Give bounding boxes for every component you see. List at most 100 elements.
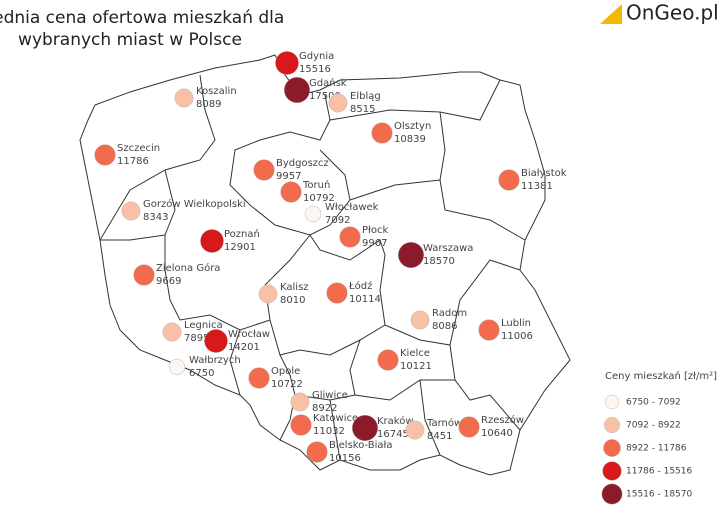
city-value: 7895 [184, 333, 209, 344]
city-name: Elbląg [350, 91, 381, 102]
city-value: 8451 [427, 431, 452, 442]
city-name: Gdańsk [309, 77, 347, 89]
city-name: Rzeszów [481, 414, 524, 426]
legend-label: 8922 - 11786 [626, 444, 687, 454]
city-value: 9967 [362, 238, 387, 249]
city-value: 10121 [400, 361, 432, 372]
city-name: Gliwice [312, 390, 348, 401]
city-name: Bielsko-Biała [329, 440, 393, 451]
city-marker [371, 122, 393, 144]
city-marker [248, 367, 270, 389]
legend-swatch [604, 394, 620, 410]
city-value: 10640 [481, 428, 513, 439]
legend-label: 15516 - 18570 [626, 490, 693, 500]
city-marker [306, 441, 328, 463]
city-name: Lublin [501, 318, 531, 329]
logo-icon [600, 4, 622, 24]
city-value: 8922 [312, 403, 337, 414]
title-line: Średnia cena ofertowa mieszkań dla [0, 6, 284, 28]
city-marker [204, 329, 228, 353]
legend-label: 11786 - 15516 [626, 467, 693, 477]
city-marker [304, 205, 322, 223]
city-name: Katowice [313, 413, 358, 424]
legend-label: 6750 - 7092 [626, 398, 681, 408]
logo: OnGeo.pl [626, 1, 719, 25]
city-value: 6750 [189, 368, 214, 379]
country-outline [79, 54, 571, 476]
city-value: 11006 [501, 331, 533, 342]
city-name: Kielce [400, 348, 430, 359]
city-name: Łódź [348, 280, 372, 292]
city-name: Gdynia [299, 51, 334, 62]
city-marker [174, 88, 194, 108]
city-value: 12901 [224, 242, 256, 253]
city-value: 9669 [156, 276, 181, 287]
city-marker [275, 51, 299, 75]
city-name: Opole [271, 366, 300, 377]
city-marker [377, 349, 399, 371]
city-value: 11032 [313, 426, 345, 437]
legend-swatch [603, 416, 621, 434]
city-value: 10114 [349, 294, 381, 305]
city-value: 18570 [423, 256, 455, 267]
city-marker [478, 319, 500, 341]
city-marker [283, 76, 311, 104]
city-marker [290, 414, 312, 436]
city-name: Wałbrzych [189, 355, 241, 366]
legend-swatch [603, 439, 621, 457]
city-marker [290, 392, 310, 412]
city-name: Toruń [302, 179, 330, 191]
city-marker [339, 226, 361, 248]
city-value: 15516 [299, 64, 331, 75]
city-name: Szczecin [117, 143, 160, 154]
legend-swatch [601, 483, 623, 505]
city-name: Gorzów Wielkopolski [143, 198, 246, 210]
title-line: wybranych miast w Polsce [18, 30, 242, 50]
city-name: Warszawa [423, 243, 473, 254]
city-value: 7092 [325, 215, 350, 226]
city-value: 11786 [117, 156, 149, 167]
city-name: Bydgoszcz [276, 158, 329, 169]
city-name: Legnica [184, 320, 223, 331]
city-value: 16745 [377, 429, 409, 440]
city-name: Tarnów [426, 417, 462, 429]
city-name: Wrocław [228, 329, 270, 340]
legend-label: 7092 - 8922 [626, 421, 681, 431]
city-value: 10156 [329, 453, 361, 464]
city-name: Zielona Góra [156, 262, 220, 274]
city-value: 8515 [350, 104, 375, 115]
city-marker [162, 322, 182, 342]
city-marker [410, 310, 430, 330]
city-name: Kalisz [280, 282, 309, 293]
city-value: 10722 [271, 379, 303, 390]
legend-swatch [602, 461, 622, 481]
city-marker [121, 201, 141, 221]
legend-title: Ceny mieszkań [zł/m²] [605, 370, 717, 382]
city-marker [397, 241, 425, 269]
city-name: Olsztyn [394, 121, 431, 132]
city-value: 17500 [309, 91, 341, 102]
region-borders [99, 74, 526, 461]
city-marker [133, 264, 155, 286]
city-value: 10839 [394, 134, 426, 145]
city-name: Płock [362, 225, 388, 236]
city-marker [326, 282, 348, 304]
city-marker [498, 169, 520, 191]
city-name: Białystok [521, 168, 567, 179]
city-value: 8343 [143, 212, 168, 223]
city-marker [351, 414, 379, 442]
city-marker [200, 229, 224, 253]
city-name: Włocławek [325, 202, 379, 213]
city-value: 8089 [196, 99, 221, 110]
city-marker [253, 159, 275, 181]
city-marker [328, 93, 348, 113]
city-value: 10792 [303, 193, 335, 204]
city-marker [168, 358, 186, 376]
city-name: Kraków [377, 415, 414, 427]
city-name: Radom [432, 308, 467, 319]
city-value: 9957 [276, 171, 301, 182]
city-name: Koszalin [196, 86, 237, 97]
city-value: 8010 [280, 295, 305, 306]
city-value: 14201 [228, 342, 260, 353]
